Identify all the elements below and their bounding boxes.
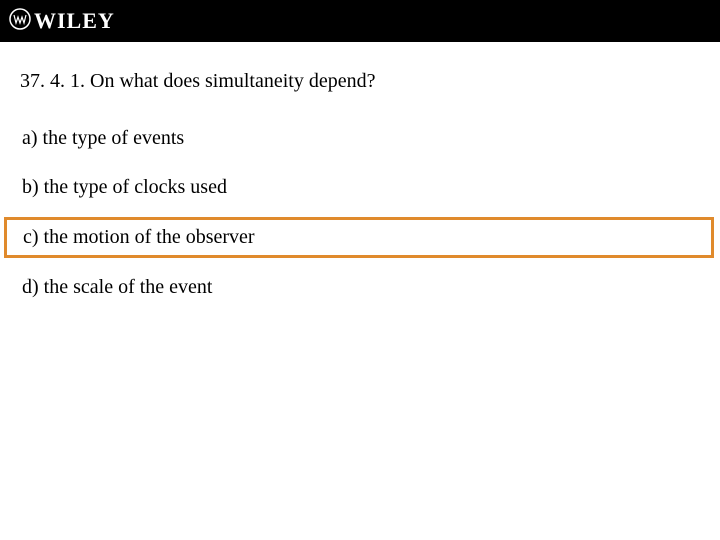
header-bar: WILEY (0, 0, 720, 42)
wiley-icon (8, 7, 32, 36)
answer-option-b[interactable]: b) the type of clocks used (20, 168, 700, 207)
logo-text: WILEY (34, 8, 115, 34)
publisher-logo: WILEY (8, 7, 115, 36)
slide-content: 37. 4. 1. On what does simultaneity depe… (0, 42, 720, 307)
question-text: 37. 4. 1. On what does simultaneity depe… (20, 70, 700, 93)
answer-option-d[interactable]: d) the scale of the event (20, 268, 700, 307)
answer-option-a[interactable]: a) the type of events (20, 119, 700, 158)
answer-option-c[interactable]: c) the motion of the observer (4, 217, 714, 258)
options-list: a) the type of events b) the type of cloc… (20, 119, 700, 307)
